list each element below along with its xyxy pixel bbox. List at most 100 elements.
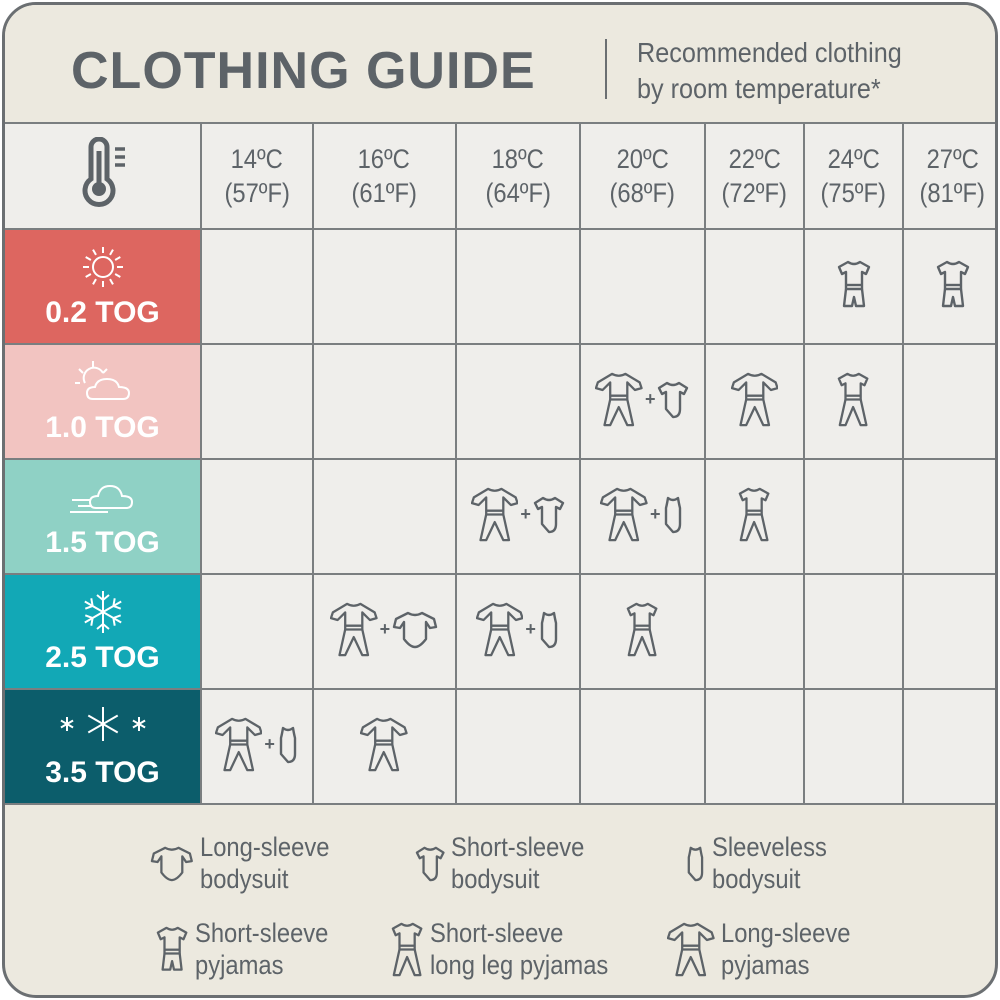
sleeveless-bodysuit-icon bbox=[540, 611, 558, 649]
wind-cloud-icon bbox=[5, 474, 200, 520]
clothing-cell: + bbox=[454, 573, 582, 690]
clothing-cell bbox=[200, 228, 314, 345]
clothing-cell bbox=[703, 688, 805, 805]
legend-item: Short-sleeve long leg pyjamas bbox=[390, 917, 633, 981]
clothing-cell: + bbox=[579, 458, 706, 575]
clothing-cell bbox=[454, 343, 582, 460]
clothing-cell bbox=[579, 688, 706, 805]
long-sleeve-pyjamas-icon bbox=[475, 602, 524, 656]
fahrenheit: (61ºF) bbox=[351, 178, 417, 208]
plus-icon: + bbox=[525, 618, 536, 639]
sun-cloud-icon bbox=[5, 359, 200, 405]
clothing-cell bbox=[802, 573, 905, 690]
temperature-column-header: 14ºC (57ºF) bbox=[200, 122, 314, 230]
tog-row: 2.5 TOG + + bbox=[5, 573, 995, 690]
legend-line-1: Short-sleeve bbox=[195, 918, 329, 948]
legend-item: Short-sleeve bodysuit bbox=[415, 831, 603, 895]
temperature-column-header: 20ºC (68ºF) bbox=[579, 122, 706, 230]
clothing-cell bbox=[902, 458, 995, 575]
sleeveless-bodysuit-icon bbox=[279, 726, 297, 764]
clothing-cell bbox=[902, 343, 995, 460]
temperature-column-header: 18ºC (64ºF) bbox=[454, 122, 582, 230]
tog-label: 0.2 TOG bbox=[45, 295, 160, 329]
celsius: 22ºC bbox=[728, 144, 781, 174]
legend-line-2: pyjamas bbox=[195, 950, 284, 980]
tog-table: 14ºC (57ºF) 16ºC (61ºF) 18ºC (64ºF) 20ºC (68ºF)… bbox=[5, 122, 995, 805]
tog-label-cell: 1.0 TOG bbox=[5, 343, 202, 460]
clothing-cell: + bbox=[454, 458, 582, 575]
clothing-cell: + bbox=[311, 573, 457, 690]
clothing-cell bbox=[454, 688, 582, 805]
fahrenheit: (68ºF) bbox=[609, 178, 676, 208]
sun-icon bbox=[5, 244, 200, 290]
tog-row: 0.2 TOG bbox=[5, 228, 995, 345]
snowflakes-icon bbox=[5, 704, 200, 750]
temperature-header-row: 14ºC (57ºF) 16ºC (61ºF) 18ºC (64ºF) 20ºC (68ºF)… bbox=[5, 122, 995, 230]
thermometer-cell bbox=[5, 122, 202, 230]
legend-line-1: Short-sleeve bbox=[430, 918, 564, 948]
long-sleeve-pyjamas-icon bbox=[600, 487, 648, 541]
snowflake-icon bbox=[5, 589, 200, 635]
page-title: CLOTHING GUIDE bbox=[71, 42, 536, 100]
tog-label-cell: 3.5 TOG bbox=[5, 688, 202, 805]
short-sleeve-pyjamas-icon bbox=[156, 926, 188, 972]
tog-label: 1.5 TOG bbox=[45, 525, 160, 559]
short-sleeve-bodysuit-icon bbox=[415, 846, 445, 882]
legend-item: Sleeveless bodysuit bbox=[685, 831, 842, 895]
fahrenheit: (57ºF) bbox=[224, 178, 290, 208]
tog-row: 1.0 TOG + bbox=[5, 343, 995, 460]
fahrenheit: (81ºF) bbox=[919, 178, 986, 208]
short-sleeve-pyjamas-icon bbox=[936, 260, 969, 308]
tog-label-cell: 0.2 TOG bbox=[5, 228, 202, 345]
clothing-cell bbox=[703, 573, 805, 690]
subtitle-line-2: by room temperature* bbox=[637, 73, 881, 104]
clothing-cell bbox=[802, 458, 905, 575]
legend-line-1: Long-sleeve bbox=[199, 832, 330, 862]
long-sleeve-pyjamas-icon bbox=[360, 717, 408, 771]
clothing-cell bbox=[579, 228, 706, 345]
plus-icon: + bbox=[649, 503, 661, 524]
legend: Long-sleeve bodysuit Short-sleeve bodysuit S… bbox=[5, 805, 995, 995]
clothing-cell bbox=[703, 343, 805, 460]
celsius: 16ºC bbox=[357, 144, 411, 174]
legend-line-2: bodysuit bbox=[711, 864, 801, 894]
tog-row: 1.5 TOG + + bbox=[5, 458, 995, 575]
subtitle: Recommended clothing by room temperature* bbox=[637, 35, 902, 107]
short-sleeve-bodysuit-icon bbox=[533, 496, 565, 534]
tog-row: 3.5 TOG + bbox=[5, 688, 995, 805]
divider bbox=[605, 39, 607, 99]
clothing-cell bbox=[802, 688, 905, 805]
legend-line-2: bodysuit bbox=[451, 864, 540, 894]
temperature-column-header: 22ºC (72ºF) bbox=[703, 122, 805, 230]
temperature-column-header: 16ºC (61ºF) bbox=[311, 122, 457, 230]
legend-item: Long-sleeve bodysuit bbox=[150, 831, 347, 895]
legend-item: Long-sleeve pyjamas bbox=[667, 917, 868, 981]
long-sleeve-pyjamas-icon bbox=[667, 922, 715, 976]
clothing-cell bbox=[311, 228, 457, 345]
tog-label: 1.0 TOG bbox=[45, 410, 160, 444]
plus-icon: + bbox=[264, 733, 275, 754]
celsius: 18ºC bbox=[491, 144, 544, 174]
celsius: 24ºC bbox=[827, 144, 880, 174]
plus-icon: + bbox=[520, 503, 531, 524]
clothing-cell: + bbox=[579, 343, 706, 460]
header: CLOTHING GUIDE Recommended clothing by ro… bbox=[5, 5, 995, 123]
clothing-cell bbox=[200, 458, 314, 575]
legend-line-1: Sleeveless bbox=[711, 832, 827, 862]
clothing-cell bbox=[200, 343, 314, 460]
clothing-cell bbox=[311, 458, 457, 575]
long-sleeve-pyjamas-icon bbox=[470, 487, 519, 541]
legend-item: Short-sleeve pyjamas bbox=[155, 917, 347, 981]
clothing-cell bbox=[703, 458, 805, 575]
clothing-cell bbox=[200, 573, 314, 690]
temperature-column-header: 24ºC (75ºF) bbox=[802, 122, 905, 230]
short-sleeve-pyjamas-icon bbox=[837, 260, 870, 308]
celsius: 27ºC bbox=[926, 144, 979, 174]
celsius: 14ºC bbox=[230, 144, 283, 174]
long-sleeve-bodysuit-icon bbox=[150, 846, 193, 882]
long-sleeve-pyjamas-icon bbox=[595, 372, 643, 426]
celsius: 20ºC bbox=[616, 144, 669, 174]
legend-line-2: pyjamas bbox=[720, 950, 809, 980]
fahrenheit: (75ºF) bbox=[820, 178, 887, 208]
